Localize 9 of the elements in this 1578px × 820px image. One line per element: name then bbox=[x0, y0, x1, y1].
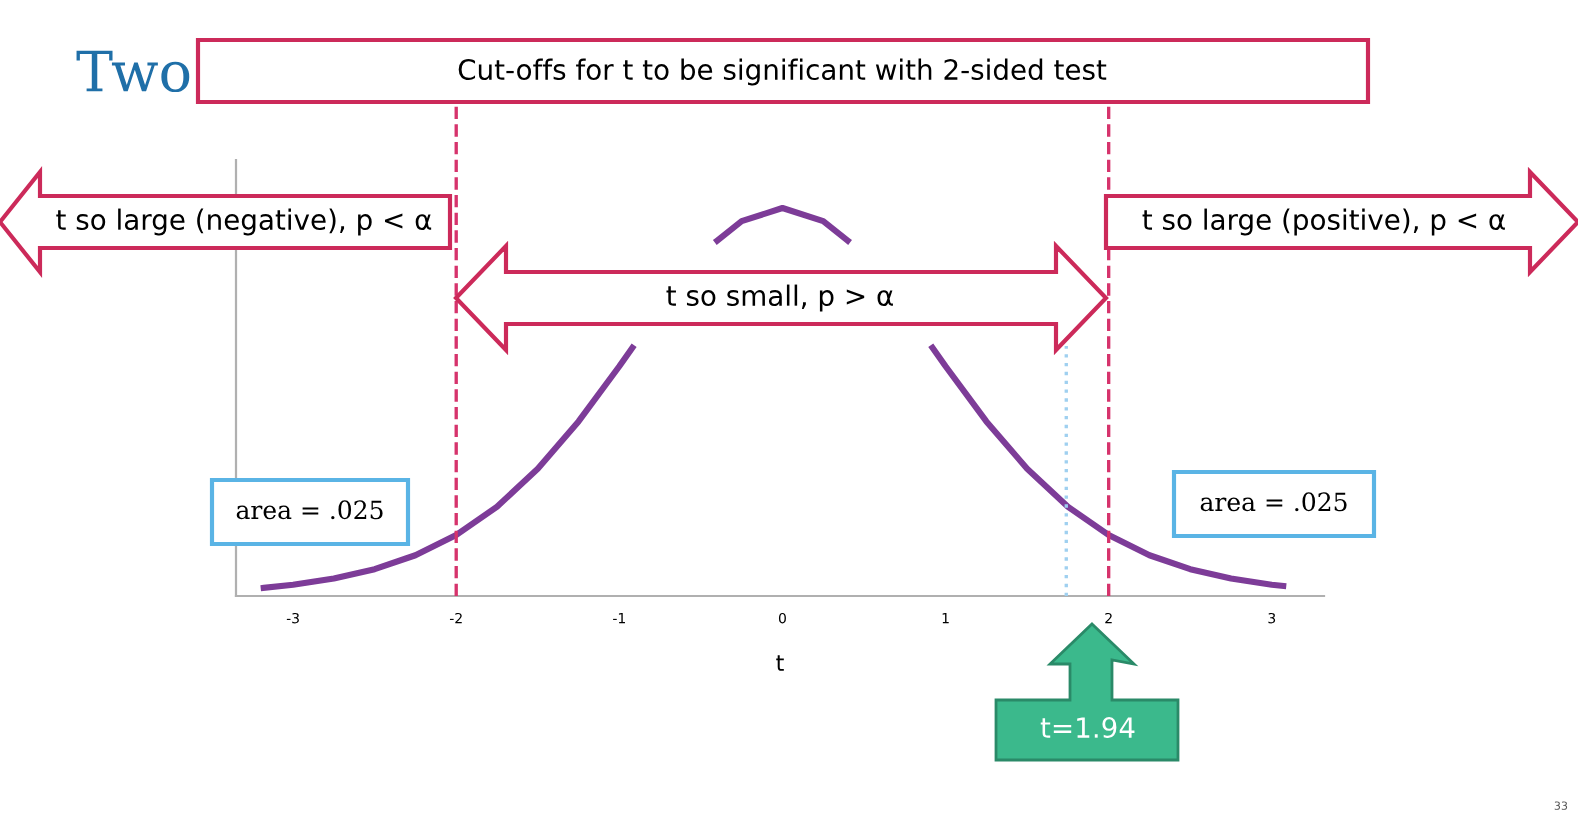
annotation: t so small, p > α bbox=[666, 284, 893, 312]
annotation: area = .025 bbox=[236, 500, 383, 520]
chart-title: Two bbox=[76, 50, 190, 93]
text: Cut-offs for t to be significant with 2-sided test bbox=[458, 58, 1107, 86]
text: t=1.94 bbox=[1040, 717, 1135, 739]
x-axis-title: t bbox=[776, 655, 784, 671]
annotation: t so large (positive), p < α bbox=[1142, 208, 1505, 236]
annotation: area = .025 bbox=[1200, 492, 1347, 512]
annotation: t so large (negative), p < α bbox=[56, 208, 432, 236]
